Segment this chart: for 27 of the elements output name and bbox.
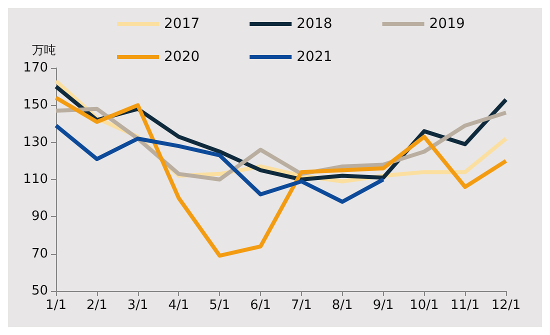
legend-label: 2019 [429, 16, 465, 32]
legend-label: 2018 [296, 16, 332, 32]
y-tick-label: 110 [23, 172, 48, 187]
y-tick-label: 70 [31, 246, 48, 262]
x-tick-label: 6/1 [250, 298, 272, 313]
x-tick-label: 11/1 [450, 298, 480, 313]
x-tick-label: 5/1 [209, 298, 230, 313]
y-tick-label: 170 [23, 60, 48, 76]
x-tick-label: 1/1 [46, 298, 66, 313]
y-tick-label: 90 [31, 209, 48, 224]
x-tick-label: 10/1 [410, 298, 439, 313]
legend-label: 2021 [296, 49, 332, 65]
x-tick-label: 8/1 [332, 298, 353, 313]
legend-label: 2017 [164, 16, 200, 32]
y-tick-label: 130 [23, 134, 48, 150]
x-tick-label: 3/1 [127, 298, 148, 313]
x-tick-label: 4/1 [168, 298, 190, 313]
legend-label: 2020 [164, 49, 200, 65]
line-series [54, 124, 386, 204]
x-tick-label: 12/1 [491, 298, 521, 313]
y-tick-label: 50 [31, 284, 48, 298]
x-tick-label: 9/1 [372, 298, 394, 313]
x-tick-label: 7/1 [290, 298, 312, 313]
y-tick-label: 150 [23, 98, 48, 113]
x-tick-label: 2/1 [86, 298, 108, 313]
line-series [54, 96, 508, 258]
y-axis-title: 万吨 [32, 43, 56, 57]
